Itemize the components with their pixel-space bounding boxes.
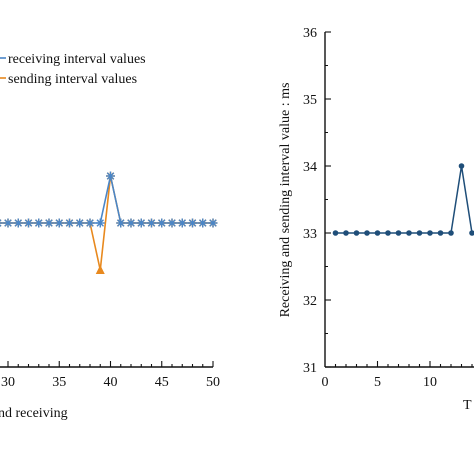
right-series-point-5 [374,230,381,236]
left-series-0-point-35-stroke-3 [55,219,63,227]
right-y-tick-label-36: 36 [303,26,317,41]
left-series-0-point-34-stroke-3 [45,219,53,227]
right-x-axis-title: T [463,398,472,413]
left-series-0-point-33 [34,218,44,228]
left-series-0-point-40-stroke-3 [106,172,115,180]
left-series-0-point-43-stroke-3 [137,219,145,227]
right-series-point-8 [406,230,412,236]
left-series-0-point-46-stroke-3 [168,219,176,227]
left-series-0-point-50 [208,218,218,228]
left-series-0-point-39-stroke-3 [96,219,104,227]
left-x-tick-label-30: 30 [1,375,15,390]
right-y-tick-label-34: 34 [303,160,317,175]
right-series-point-11 [437,230,444,236]
left-x-axis-title: nd receiving [0,406,68,421]
left-series-0-point-39 [95,218,105,228]
left-series-1-point-39 [95,265,105,274]
left-series-0-point-48 [188,218,197,228]
right-series-line [335,165,474,234]
left-x-ticks: 30 35 40 45 50 [1,361,220,390]
left-series-0-point-32 [24,218,33,228]
left-series-0-point-29 [0,219,3,227]
legend-entry-sending: sending interval values [0,72,137,87]
right-y-tick-label-32: 32 [303,294,317,309]
left-series-0-point-45-stroke-3 [158,219,166,227]
right-series-point-2 [343,230,349,236]
left-series-0-point-44-stroke-3 [147,219,156,227]
left-series-0-point-49-stroke-3 [199,219,207,227]
left-series-0-point-46 [167,218,177,228]
left-series-0-point-40 [106,171,115,181]
left-series-0-point-30-stroke-3 [4,219,12,227]
right-x-tick-label-5: 5 [374,375,381,390]
right-series-point-1 [332,230,339,236]
right-series-point-4 [364,230,370,236]
left-series-0-point-36 [65,218,74,228]
right-y-tick-label-33: 33 [303,227,317,242]
right-series-point-12 [448,230,454,236]
left-series-0-point-43 [136,218,146,228]
left-series-0-point-42 [126,218,136,228]
left-series-0-point-38-stroke-3 [86,219,94,227]
right-y-tick-label-35: 35 [303,93,317,108]
right-series-group [332,163,474,236]
right-y-ticks: 31 32 33 34 35 36 [303,26,331,376]
left-chart: 30 35 40 45 50 nd receiving receiving interv… [0,52,220,421]
left-series-0-point-47-stroke-3 [178,219,186,227]
legend: receiving interval values sending interv… [0,52,146,87]
right-chart: 31 32 33 34 35 36 0 5 10 Receiving and sending … [278,26,474,413]
left-series-0-point-48-stroke-3 [188,219,197,227]
legend-sending-label: sending interval values [8,72,137,87]
left-series-0-point-34 [44,218,54,228]
left-series-0-point-41 [116,218,126,228]
left-series-0-point-35 [54,218,64,228]
left-series-0-point-33-stroke-3 [35,219,43,227]
right-series-point-10 [427,230,433,236]
left-series-0-point-38 [85,218,95,228]
left-x-tick-label-35: 35 [52,375,66,390]
left-x-tick-label-50: 50 [206,375,220,390]
right-series-point-14 [469,230,474,236]
right-series-point-3 [353,230,360,236]
left-series-0-point-49 [198,218,208,228]
right-x-tick-label-0: 0 [322,375,329,390]
left-series-group [0,171,218,274]
left-series-0-point-42-stroke-3 [127,219,135,227]
left-series-0-point-50-stroke-3 [209,219,217,227]
left-series-0-point-30 [3,218,13,228]
left-series-0-point-41-stroke-3 [117,219,125,227]
left-series-0-point-36-stroke-3 [65,219,74,227]
left-series-0-point-31 [13,218,23,228]
right-series-point-6 [385,230,391,236]
left-x-tick-label-40: 40 [104,375,118,390]
left-series-0-point-45 [157,218,167,228]
right-series-point-7 [395,230,402,236]
legend-receiving-label: receiving interval values [8,52,146,67]
legend-entry-receiving: receiving interval values [0,52,146,67]
left-x-tick-label-45: 45 [155,375,169,390]
left-series-0-point-47 [177,218,187,228]
right-y-tick-label-31: 31 [303,361,317,376]
left-series-0-point-44 [147,218,156,228]
right-series-point-9 [416,230,423,236]
right-x-ticks: 0 5 10 [322,361,473,390]
left-series-0-point-37 [75,218,85,228]
right-y-axis-title: Receiving and sending interval value : m… [278,83,293,318]
left-series-0-point-37-stroke-3 [76,219,84,227]
left-series-0-point-32-stroke-3 [24,219,33,227]
right-x-tick-label-10: 10 [423,375,437,390]
right-series-point-13 [458,163,465,169]
left-series-0-point-31-stroke-3 [14,219,22,227]
